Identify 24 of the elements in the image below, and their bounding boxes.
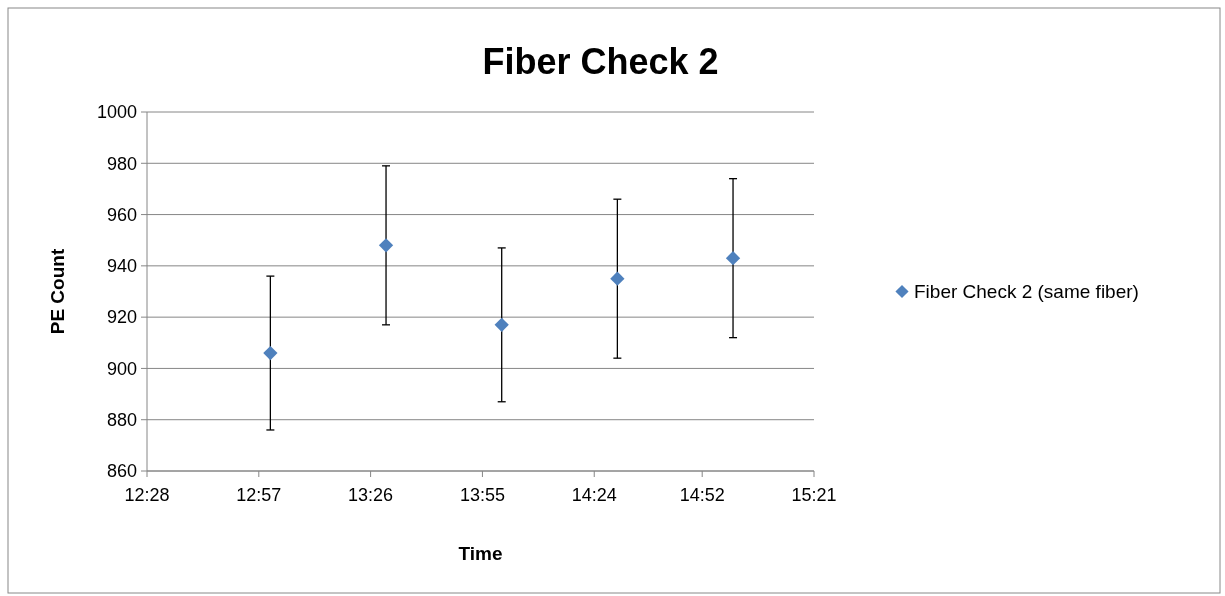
point <box>610 271 625 286</box>
point <box>725 251 741 266</box>
x-tick-label: 12:57 <box>236 485 282 505</box>
legend-label: Fiber Check 2 (same fiber) <box>914 281 1139 303</box>
x-tick-label: 13:26 <box>348 485 394 505</box>
y-tick-label: 940 <box>106 256 137 277</box>
point <box>263 345 278 361</box>
y-tick-label: 920 <box>106 307 137 328</box>
y-tick-label: 1000 <box>96 102 137 123</box>
y-tick-label: 960 <box>106 204 137 225</box>
x-tick-label: 12:28 <box>124 485 170 505</box>
x-axis-title: Time <box>458 543 503 564</box>
chart-title: Fiber Check 2 <box>482 41 719 82</box>
x-tick-label: 14:52 <box>679 485 725 505</box>
x-tick-label: 15:21 <box>791 485 837 505</box>
point <box>494 317 509 332</box>
x-tick-label: 14:24 <box>571 485 617 505</box>
point <box>378 238 394 253</box>
x-tick-label: 13:55 <box>459 485 505 505</box>
y-tick-label: 880 <box>106 410 137 431</box>
y-tick-label: 860 <box>106 461 137 482</box>
y-tick-label: 900 <box>106 358 137 379</box>
y-tick-label: 980 <box>106 153 137 174</box>
y-axis-title: PE Count <box>47 248 68 335</box>
